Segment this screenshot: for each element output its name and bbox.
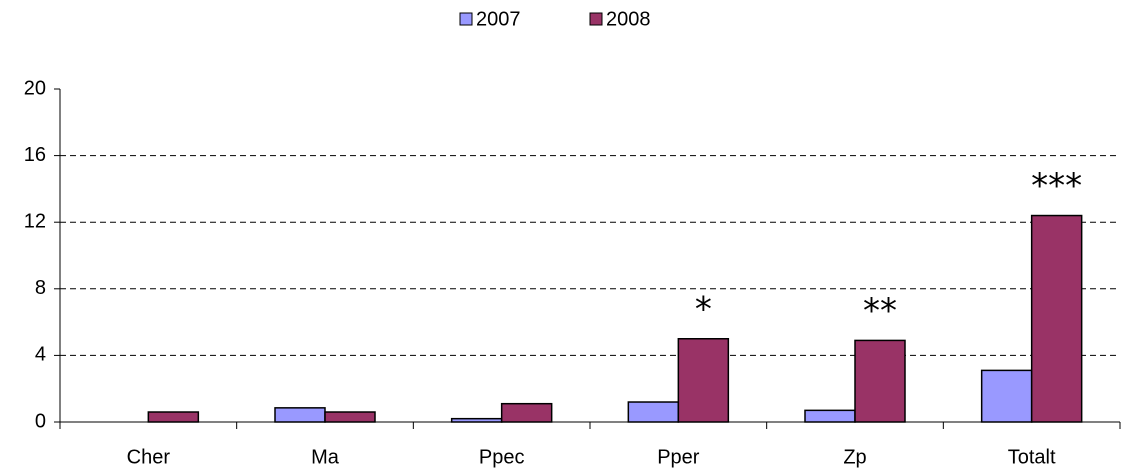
bar [1030,214,1083,423]
y-tick-label: 16 [24,144,46,166]
annotation: *** [1031,166,1082,206]
y-tick-label: 8 [35,277,46,299]
bar [500,402,553,423]
legend-swatch [589,12,603,26]
y-tick-label: 12 [24,210,46,232]
bar [854,339,906,423]
legend-label: 2007 [476,8,521,30]
legend-swatch [459,12,473,26]
bar [627,401,680,423]
bar [274,407,326,423]
y-tick-label: 4 [35,344,46,366]
legend-label: 2008 [606,8,651,30]
bar [147,411,200,423]
bar [677,338,730,423]
x-tick-label: Ma [311,446,340,468]
x-tick-label: Cher [127,446,171,468]
bar [804,409,856,423]
bar [324,411,376,423]
y-tick-label: 0 [35,410,46,432]
x-tick-label: Zp [843,446,866,468]
x-tick-label: Totalt [1008,446,1056,468]
bar [980,369,1033,423]
annotation: ** [863,291,897,331]
x-tick-label: Pper [657,446,700,468]
y-tick-label: 20 [24,77,46,99]
x-tick-label: Ppec [479,446,525,468]
annotation: * [695,289,712,329]
